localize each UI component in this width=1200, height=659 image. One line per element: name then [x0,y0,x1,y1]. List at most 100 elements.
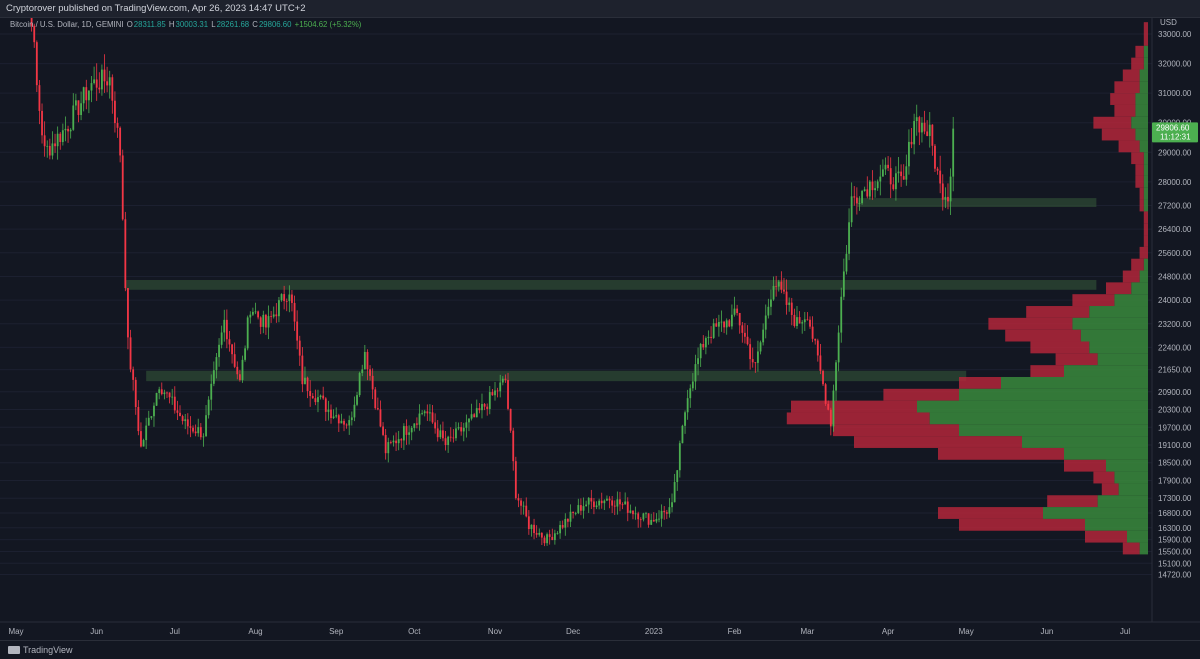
candle-body [908,141,910,167]
price-tick-label: 27200.00 [1158,201,1192,210]
candle-body [442,430,444,439]
candle-body [468,418,470,423]
profile-sell-bar [1064,459,1106,472]
candle-body [829,409,832,427]
symbol-legend: Bitcoin / U.S. Dollar, 1D, GEMINI O28311… [10,20,362,29]
candle-body [319,395,322,398]
candle-body [158,389,161,393]
candle-body [332,416,335,419]
candle-body [582,506,585,511]
candle-body [46,145,49,147]
candle-body [918,117,921,133]
price-tick-label: 26400.00 [1158,225,1192,234]
candle-body [395,440,397,444]
candle-body [285,301,288,302]
candle-body [921,122,923,133]
candle-body [179,412,181,417]
candle-body [134,379,137,407]
candle-body [681,425,684,444]
candle-body [155,392,158,406]
candle-body [723,321,726,328]
candle-body [619,499,621,505]
candle-body [736,308,739,313]
profile-buy-bar [1097,495,1148,508]
price-tick-label: 28000.00 [1158,178,1192,187]
profile-sell-bar [938,447,1064,460]
candle-body [288,294,291,302]
candle-body [543,537,546,544]
candle-body [363,351,366,370]
candle-body [199,427,202,438]
profile-sell-bar [1139,199,1144,212]
profile-buy-bar [1135,128,1148,141]
candle-body [512,430,515,462]
candle-body [408,432,411,435]
candle-body [941,183,944,200]
candle-body [660,510,663,519]
price-tick-label: 24000.00 [1158,296,1192,305]
price-tick-label: 25600.00 [1158,249,1192,258]
candle-body [379,409,382,427]
profile-buy-bar [1131,116,1148,129]
candle-body [280,294,283,301]
candle-body [671,502,673,508]
candle-body [236,366,239,375]
profile-sell-bar [1093,116,1132,129]
candle-body [462,427,465,432]
candle-body [540,532,543,538]
profile-sell-bar [1139,246,1148,259]
time-tick-label: Aug [248,627,262,636]
candle-body [439,430,442,438]
profile-sell-bar [1122,69,1140,82]
profile-buy-bar [1139,81,1148,94]
candle-body [754,362,757,364]
price-chart[interactable]: USD33000.0032000.0031000.0030000.0029000… [0,18,1200,640]
candle-body [246,317,249,349]
candle-body [798,317,801,324]
candle-body [494,390,496,396]
candle-body [85,87,88,101]
candle-body [535,533,538,535]
candle-body [751,359,754,363]
candle-body [762,329,765,343]
candle-body [43,135,46,147]
candle-body [223,319,226,333]
candle-body [176,410,179,413]
candle-body [90,83,93,91]
profile-buy-bar [1064,365,1148,377]
candle-body [879,176,882,182]
candle-body [449,436,452,438]
candle-body [691,381,694,389]
candle-body [410,427,413,433]
candle-body [673,482,676,503]
candle-body [423,411,426,414]
candle-body [556,533,559,535]
candle-body [559,525,561,534]
time-tick-label: 2023 [645,627,663,636]
profile-sell-bar [786,412,930,425]
candle-body [837,332,840,363]
candle-body [881,169,884,177]
candle-body [194,431,197,434]
candle-body [218,344,220,358]
time-tick-label: Sep [329,627,344,636]
candle-body [785,291,788,305]
candle-body [613,505,616,507]
candle-body [434,422,437,429]
candle-body [806,319,809,321]
candle-body [77,100,80,116]
symbol-name[interactable]: Bitcoin / U.S. Dollar, 1D, GEMINI [10,20,124,29]
candle-body [621,504,624,506]
candle-body [566,518,569,522]
profile-buy-bar [1143,164,1148,176]
candle-body [145,425,148,441]
price-tick-label: 18500.00 [1158,459,1192,468]
candle-body [343,420,345,425]
candle-body [624,501,627,505]
tradingview-logo[interactable]: TradingView [8,645,73,655]
price-tick-label: 22400.00 [1158,343,1192,352]
grid-lines [0,33,1152,576]
profile-buy-bar [1143,45,1148,58]
profile-buy-bar [1118,483,1148,496]
candle-body [923,122,926,132]
